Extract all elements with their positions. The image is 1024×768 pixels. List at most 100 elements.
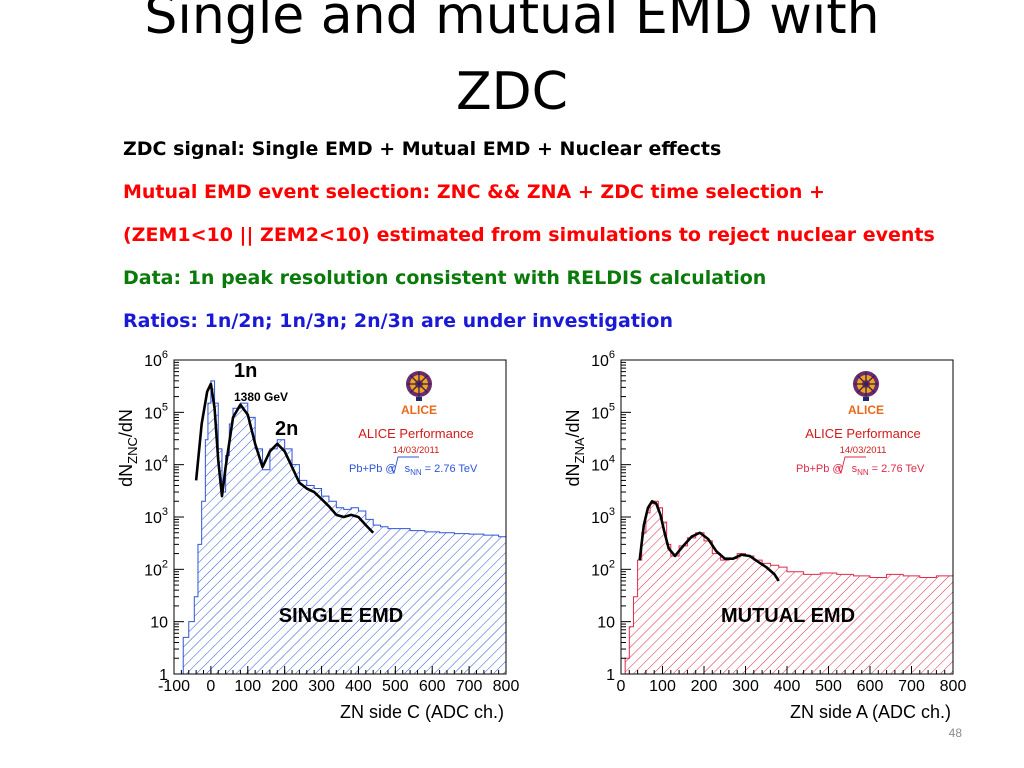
x-tick-label: 500 [815, 678, 842, 695]
bullet-mutual-selection: Mutual EMD event selection: ZNC && ZNA +… [123, 181, 825, 203]
performance-label: ALICE Performance [805, 426, 921, 441]
peak-1n-label: 1n [234, 360, 257, 382]
bullet-zem-cut: (ZEM1<10 || ZEM2<10) estimated from simu… [123, 224, 935, 246]
beam-energy-label: 1380 GeV [234, 390, 288, 404]
y-axis-title-sub: ZNC [125, 437, 140, 464]
y-axis-title-main: dN [116, 464, 136, 487]
x-tick-label: -100 [158, 678, 190, 695]
y-tick-label: 10 [150, 615, 168, 632]
performance-label: ALICE Performance [358, 426, 474, 441]
fit-curve [638, 499, 780, 582]
y-tick-base: 10 [144, 405, 162, 422]
x-tick-label: 400 [345, 678, 372, 695]
y-tick-label: 104 [144, 454, 168, 475]
x-tick-label: 200 [691, 678, 718, 695]
y-tick-base: 10 [150, 615, 168, 632]
y-axis-title-main: dN [563, 464, 583, 487]
collision-energy: = 2.76 TeV [869, 463, 925, 475]
y-axis-title-tail: /dN [116, 409, 136, 437]
y-tick-exponent: 3 [609, 506, 615, 518]
slide-title-line-1: Single and mutual EMD with [144, 0, 880, 46]
peak-2n-label: 2n [275, 418, 298, 440]
histogram-bars [174, 380, 507, 675]
fit-curve [194, 382, 375, 534]
y-tick-label: 105 [144, 401, 168, 422]
x-tick-label: 700 [898, 678, 925, 695]
x-tick-label: 300 [308, 678, 335, 695]
y-tick-base: 1 [606, 667, 615, 684]
x-tick-label: 200 [271, 678, 298, 695]
collision-nn-sub: NN [857, 468, 869, 477]
y-tick-exponent: 6 [609, 349, 615, 361]
y-tick-base: 10 [591, 458, 609, 475]
bullet-list: ZDC signal: Single EMD + Mutual EMD + Nu… [123, 128, 1023, 343]
collision-nn-sub: NN [410, 468, 422, 477]
emd-type-label: MUTUAL EMD [721, 605, 855, 627]
y-tick-base: 10 [144, 510, 162, 527]
y-tick-label: 104 [591, 454, 615, 475]
y-tick-base: 10 [591, 353, 609, 370]
y-tick-label: 102 [591, 558, 615, 579]
y-tick-exponent: 6 [162, 349, 168, 361]
y-tick-base: 10 [144, 562, 162, 579]
y-tick-exponent: 5 [609, 401, 615, 413]
x-tick-label: 500 [382, 678, 409, 695]
x-axis-title: ZN side C (ADC ch.) [340, 702, 504, 722]
sqrt-sign-icon [390, 456, 419, 475]
x-tick-label: 800 [940, 678, 967, 695]
y-tick-label: 1 [606, 667, 615, 684]
y-tick-label: 1 [159, 667, 168, 684]
y-tick-base: 1 [159, 667, 168, 684]
y-tick-exponent: 3 [162, 506, 168, 518]
y-tick-exponent: 4 [609, 454, 615, 466]
x-tick-label: 700 [456, 678, 483, 695]
collision-label: Pb+Pb @ sNN = 2.76 TeV [349, 463, 478, 477]
x-tick-label: 600 [419, 678, 446, 695]
collision-label: Pb+Pb @ sNN = 2.76 TeV [796, 463, 925, 477]
collision-energy: = 2.76 TeV [422, 463, 478, 475]
x-tick-label: 400 [774, 678, 801, 695]
y-tick-label: 106 [144, 349, 168, 370]
slide-title: Single and mutual EMD with ZDC [0, 0, 1024, 130]
collision-sqrt-s: s [405, 463, 411, 475]
y-tick-exponent: 4 [162, 454, 168, 466]
y-tick-label: 102 [144, 558, 168, 579]
alice-logo-text: ALICE [401, 403, 437, 417]
y-tick-base: 10 [591, 405, 609, 422]
collision-system: Pb+Pb @ [796, 463, 844, 475]
y-tick-base: 10 [144, 353, 162, 370]
x-axis-title: ZN side A (ADC ch.) [790, 702, 951, 722]
mutual-emd-plot: 0 100 200 300 400 500 600 700 800 1 10 102 103 104 105… [555, 346, 975, 726]
mutual-emd-chart: 0 100 200 300 400 500 600 700 800110102103104105… [563, 349, 967, 722]
x-tick-label: 300 [732, 678, 759, 695]
y-tick-label: 10 [597, 615, 615, 632]
y-tick-base: 10 [591, 562, 609, 579]
performance-date: 14/03/2011 [393, 445, 440, 456]
alice-logo-icon [406, 371, 432, 401]
emd-type-label: SINGLE EMD [279, 605, 403, 627]
y-tick-exponent: 5 [162, 401, 168, 413]
y-tick-label: 103 [144, 506, 168, 527]
x-tick-label: 0 [617, 678, 626, 695]
y-tick-exponent: 2 [609, 558, 615, 570]
y-axis-title: dNZNC/dN [116, 409, 140, 487]
histogram-bars [621, 500, 954, 675]
y-axis-title-sub: ZNA [572, 437, 587, 463]
performance-date: 14/03/2011 [840, 445, 887, 456]
y-tick-label: 105 [591, 401, 615, 422]
y-tick-label: 106 [591, 349, 615, 370]
single-emd-plot: -100 0 100 200 300 400 500 600 700 800 1 10 102 103 10… [108, 346, 528, 726]
bullet-resolution: Data: 1n peak resolution consistent with… [123, 267, 767, 289]
alice-logo-text: ALICE [848, 403, 884, 417]
y-tick-base: 10 [591, 510, 609, 527]
bullet-ratios: Ratios: 1n/2n; 1n/3n; 2n/3n are under in… [123, 310, 673, 332]
x-tick-label: 100 [234, 678, 261, 695]
y-axis-title: dNZNA/dN [563, 409, 587, 486]
collision-sqrt-s: s [852, 463, 858, 475]
y-tick-base: 10 [144, 458, 162, 475]
sqrt-sign-icon [837, 456, 866, 475]
y-tick-base: 10 [597, 615, 615, 632]
single-emd-chart: -100 0 100 200 300 400 500 600 700 80011010210310… [116, 349, 519, 722]
x-tick-label: 0 [206, 678, 215, 695]
y-tick-label: 103 [591, 506, 615, 527]
